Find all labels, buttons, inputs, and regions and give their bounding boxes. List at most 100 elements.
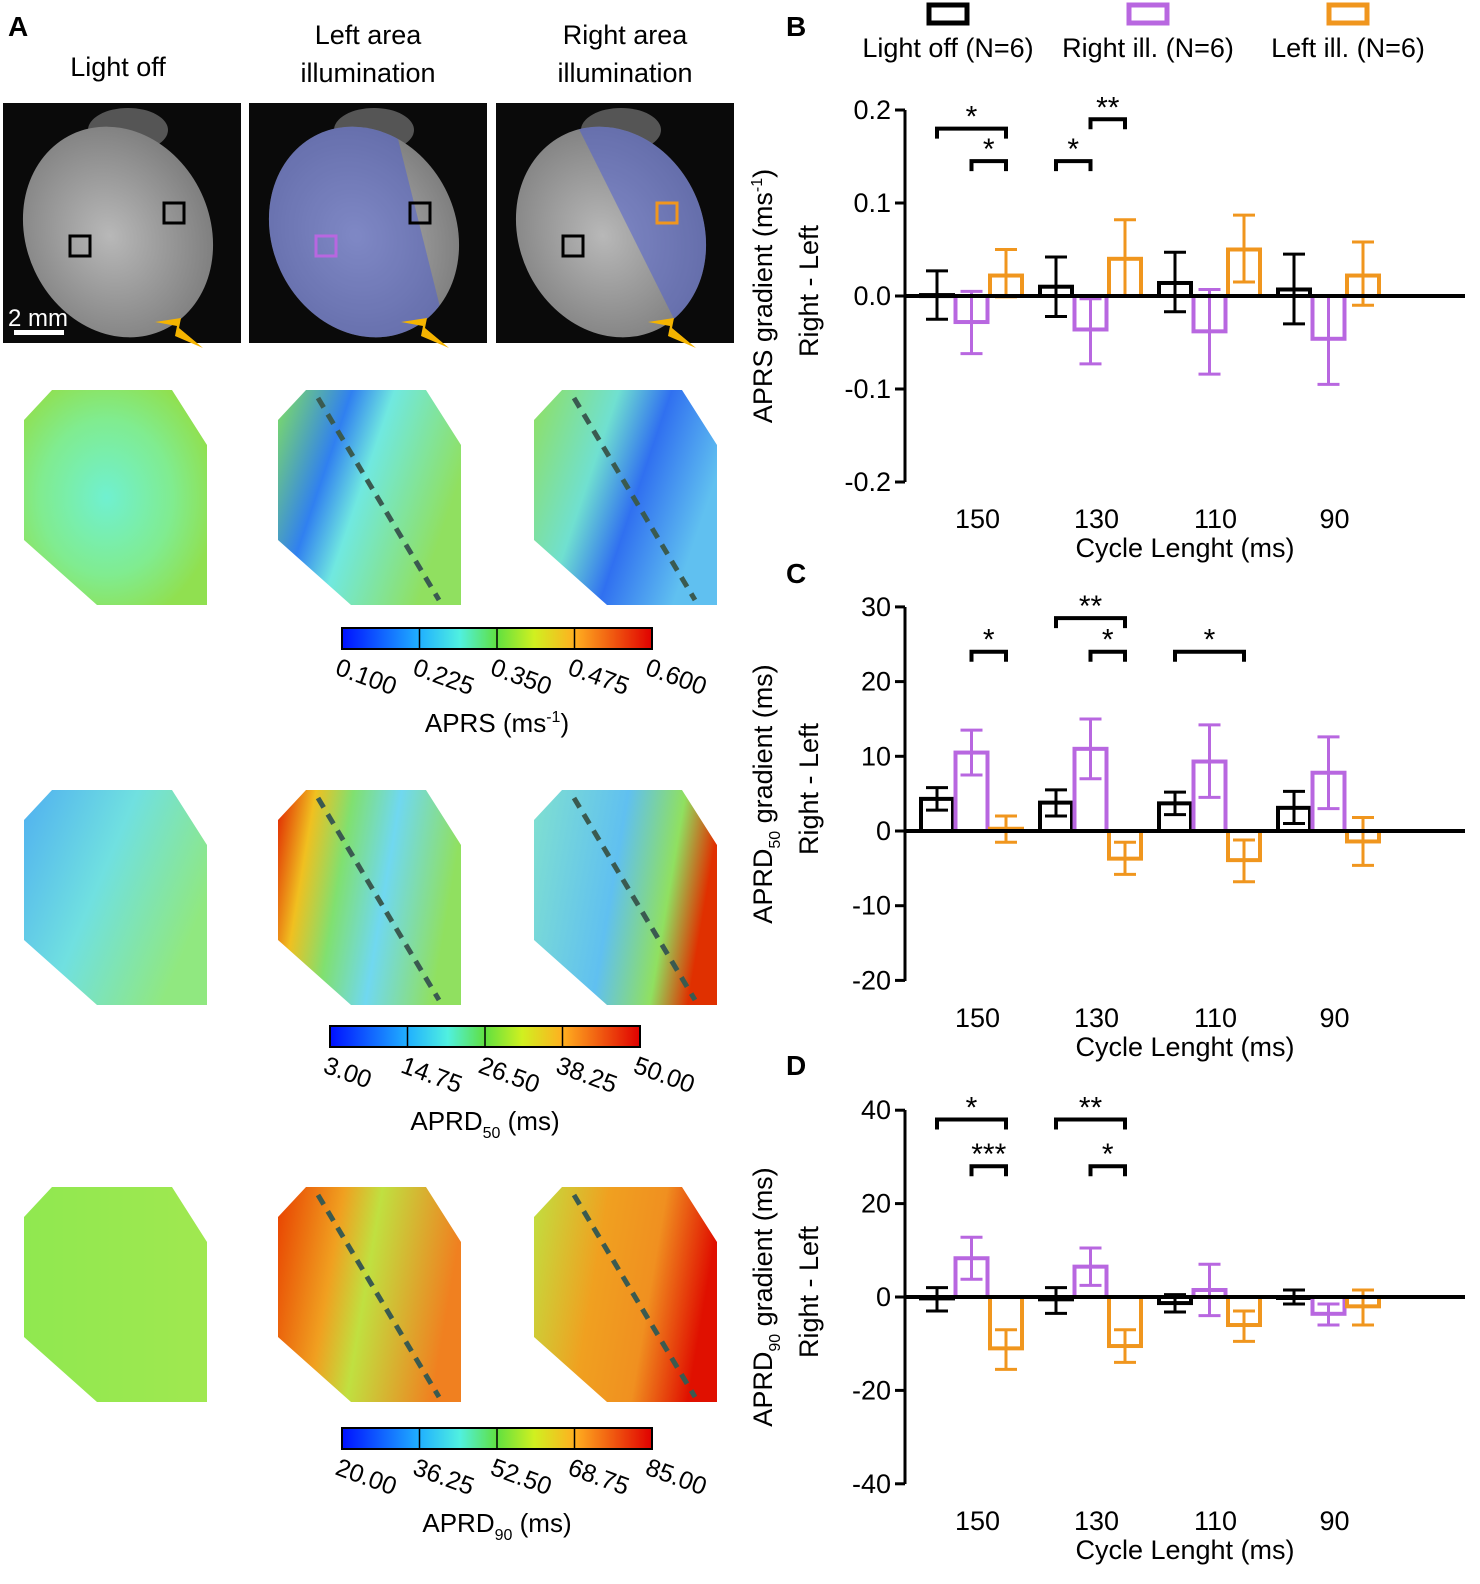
column-title: illumination	[300, 58, 435, 88]
boundary-dashed-line	[571, 396, 698, 602]
column-title: Light off	[70, 52, 166, 82]
y-axis-label: APRS gradient (ms-1)	[748, 169, 778, 423]
panel-letter: B	[786, 11, 806, 42]
panel-letter: D	[786, 1050, 806, 1081]
chart-d: D 40 20 0 -20 -40 APRD90 gradient (ms) Right - …	[748, 1050, 1465, 1565]
significance-label: *	[1102, 624, 1114, 657]
significance-bracket	[1088, 117, 1127, 130]
significance-label: *	[1204, 624, 1216, 657]
colorbar-label: APRS (ms-1)	[425, 708, 569, 738]
significance-label: **	[1079, 590, 1103, 623]
significance-label: *	[966, 1092, 978, 1125]
significance-bracket	[969, 649, 1008, 662]
colorbar-tick-label: 0.350	[487, 653, 555, 701]
scale-bar-label: 2 mm	[8, 305, 68, 332]
legend-label: Light off (N=6)	[862, 33, 1033, 63]
y-tick-label: -0.2	[844, 467, 891, 497]
boundary-dashed-line	[315, 1193, 442, 1399]
significance-label: **	[1096, 91, 1120, 124]
y-tick-label: 30	[861, 592, 891, 622]
significance-bracket	[1173, 649, 1246, 662]
x-tick-label: 110	[1194, 1506, 1237, 1536]
y-axis-label-line2: Right - Left	[794, 1225, 824, 1358]
colorbar-label: APRD90 (ms)	[422, 1508, 571, 1544]
heatmap	[24, 1187, 207, 1402]
colorbar-tick-label: 0.225	[409, 653, 477, 701]
legend-swatch	[1326, 2, 1370, 26]
y-tick-label: 0.1	[853, 188, 891, 218]
colorbar-tick-label: 20.00	[332, 1453, 400, 1501]
y-tick-label: 0	[876, 1282, 891, 1312]
y-axis-label: APRD50 gradient (ms)	[748, 664, 784, 923]
roi-right-square	[162, 201, 186, 225]
heatmap	[534, 1187, 717, 1402]
colorbar-tick-label: 50.00	[630, 1051, 698, 1099]
boundary-dashed-line	[571, 1193, 698, 1399]
significance-bracket	[1088, 649, 1127, 662]
y-tick-label: -40	[852, 1469, 891, 1499]
legend-swatch	[1126, 2, 1170, 26]
panel-a: A Light off Left area illumination Right are…	[3, 11, 734, 1544]
x-tick-label: 150	[955, 1003, 1000, 1033]
significance-label: *	[983, 624, 995, 657]
lightning-icon	[155, 318, 203, 348]
left-illumination-overlay	[249, 103, 449, 343]
colorbar-tick-label: 0.600	[642, 653, 710, 701]
y-tick-label: -20	[852, 1375, 891, 1405]
heart-photo	[249, 103, 487, 348]
colorbar-tick-label: 52.50	[487, 1453, 555, 1501]
chart-b: B 0.2 0.1 0.0 -0.1 -0.2 APRS gradient (ms-1) Ri…	[748, 11, 1465, 563]
y-tick-label: -10	[852, 891, 891, 921]
significance-label: ***	[971, 1138, 1006, 1171]
roi-right-square	[655, 201, 679, 225]
y-tick-label: 20	[861, 667, 891, 697]
significance-label: *	[1067, 133, 1079, 166]
legend-label: Right ill. (N=6)	[1062, 33, 1234, 63]
colorbar-tick-label: 26.50	[475, 1051, 543, 1099]
heart-shape	[22, 126, 214, 338]
boundary-dashed-line	[315, 796, 442, 1002]
colorbar-tick-label: 68.75	[564, 1453, 632, 1501]
significance-bracket	[969, 1164, 1008, 1177]
significance-bracket	[1054, 159, 1093, 172]
significance-label: *	[1102, 1138, 1114, 1171]
significance-label: *	[983, 133, 995, 166]
x-tick-label: 130	[1074, 504, 1119, 534]
roi-left-square	[561, 234, 585, 258]
y-tick-label: -20	[852, 965, 891, 995]
column-title: Left area	[315, 20, 423, 50]
colorbar-label: APRD50 (ms)	[410, 1106, 559, 1142]
y-tick-label: 20	[861, 1189, 891, 1219]
heatmap	[24, 790, 207, 1005]
column-title: Right area	[563, 20, 689, 50]
column-title: illumination	[557, 58, 692, 88]
y-axis-label: APRD90 gradient (ms)	[748, 1167, 784, 1426]
boundary-dashed-line	[571, 796, 698, 1002]
heatmap	[534, 390, 717, 605]
significance-bracket	[935, 1117, 1008, 1130]
x-axis-label: Cycle Lenght (ms)	[1075, 1032, 1294, 1062]
scale-bar	[14, 330, 64, 335]
roi-left-square	[314, 234, 338, 258]
x-tick-label: 90	[1319, 1003, 1349, 1033]
significance-bracket	[1054, 1117, 1127, 1130]
charts: Light off (N=6) Right ill. (N=6) Left ill.…	[748, 2, 1465, 1565]
legend-swatch	[926, 2, 970, 26]
y-tick-label: 40	[861, 1095, 891, 1125]
y-tick-label: 10	[861, 741, 891, 771]
lightning-icon	[401, 318, 449, 348]
heatmap	[278, 1187, 461, 1402]
x-tick-label: 90	[1319, 1506, 1349, 1536]
x-tick-label: 90	[1319, 504, 1349, 534]
x-tick-label: 130	[1074, 1003, 1119, 1033]
panel-letter-a: A	[8, 11, 28, 42]
lightning-icon	[648, 318, 696, 348]
x-tick-label: 110	[1194, 504, 1237, 534]
x-axis-label: Cycle Lenght (ms)	[1075, 533, 1294, 563]
significance-bracket	[935, 126, 1008, 139]
colorbar-tick-label: 0.475	[564, 653, 632, 701]
x-axis-label: Cycle Lenght (ms)	[1075, 1535, 1294, 1565]
colorbar-tick-label: 36.25	[409, 1453, 477, 1501]
heatmap	[24, 390, 207, 605]
